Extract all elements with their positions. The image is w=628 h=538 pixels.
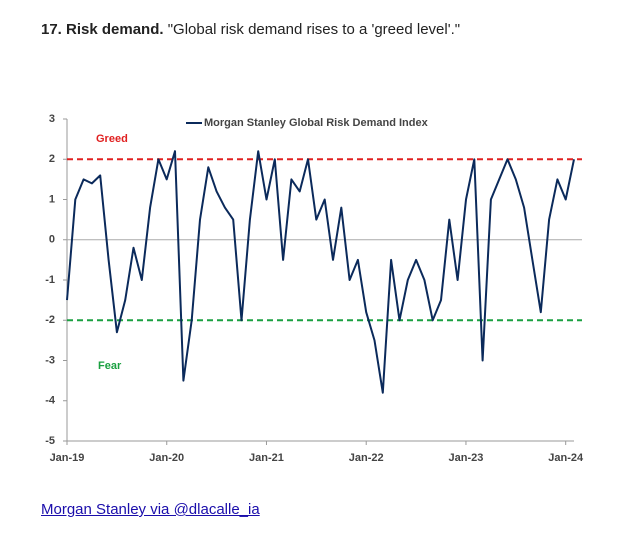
x-tick-label: Jan-23 xyxy=(449,452,484,464)
x-tick-label: Jan-21 xyxy=(249,452,284,464)
y-tick-label: -4 xyxy=(45,395,56,407)
heading-number: 17. Risk demand. xyxy=(41,21,164,38)
reference-label: Fear xyxy=(98,360,122,372)
heading: 17. Risk demand. "Global risk demand ris… xyxy=(41,21,460,38)
y-tick-label: -2 xyxy=(45,314,55,326)
y-tick-label: -1 xyxy=(45,274,55,286)
reference-label: Greed xyxy=(96,133,128,145)
y-tick-label: -5 xyxy=(45,435,55,447)
heading-quote: "Global risk demand rises to a 'greed le… xyxy=(167,21,461,38)
x-tick-label: Jan-20 xyxy=(149,452,184,464)
legend-label: Morgan Stanley Global Risk Demand Index xyxy=(204,117,429,129)
line-series xyxy=(66,150,575,394)
y-tick-label: 2 xyxy=(49,153,55,165)
y-tick-label: 1 xyxy=(49,193,55,205)
y-tick-label: 3 xyxy=(49,113,55,125)
y-tick-label: -3 xyxy=(45,354,55,366)
x-tick-label: Jan-22 xyxy=(349,452,384,464)
x-tick-label: Jan-19 xyxy=(50,452,85,464)
x-tick-label: Jan-24 xyxy=(548,452,584,464)
source-link[interactable]: Morgan Stanley via @dlacalle_ia xyxy=(41,501,260,518)
y-tick-label: 0 xyxy=(49,234,55,246)
